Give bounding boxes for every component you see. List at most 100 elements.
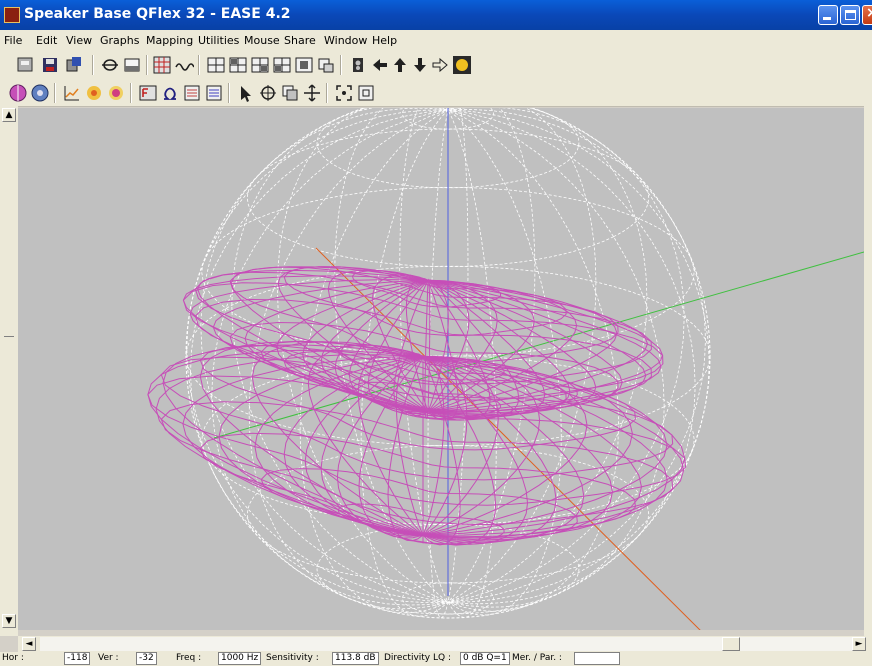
scroll-right-button[interactable]: ► (852, 637, 866, 651)
scroll-left-button[interactable]: ◄ (22, 637, 36, 651)
menu-share[interactable]: Share (284, 34, 316, 47)
close-icon: × (866, 5, 872, 21)
wireframe-line (427, 279, 491, 421)
wireframe-line (372, 274, 429, 413)
minimize-icon (823, 17, 831, 20)
horizontal-scrollbar[interactable]: ◄ ► (18, 636, 872, 652)
secondary-toolbar (0, 80, 872, 107)
wireframe-line (327, 269, 429, 413)
menu-help[interactable]: Help (372, 34, 398, 47)
menu-window[interactable]: Window (324, 34, 368, 47)
balloon-icon[interactable] (8, 83, 28, 103)
balloon-3d-viewport[interactable] (18, 108, 864, 630)
layers-icon[interactable] (280, 83, 300, 103)
wireframe-line (422, 356, 686, 536)
toolbar-separator (340, 55, 342, 75)
view-c-icon[interactable] (250, 55, 270, 75)
view-f-icon[interactable] (316, 55, 336, 75)
wireframe-line (427, 278, 431, 412)
view-d-icon[interactable] (272, 55, 292, 75)
menu-graphs[interactable]: Graphs (100, 34, 140, 47)
chart-icon[interactable] (62, 83, 82, 103)
crosshair-icon[interactable] (258, 83, 278, 103)
wireframe-line (387, 356, 424, 542)
scrollbar-track[interactable] (40, 637, 860, 651)
zoom-fit-icon[interactable] (334, 83, 354, 103)
sun-icon[interactable] (452, 55, 472, 75)
wireframe-line (248, 108, 648, 610)
minimize-button[interactable] (818, 5, 838, 25)
sphere-outline (185, 108, 711, 619)
wireframe-line (160, 401, 674, 526)
wireframe-line (277, 266, 429, 413)
balloon-3d-plot[interactable] (18, 108, 864, 630)
target2-icon[interactable] (106, 83, 126, 103)
speaker-icon[interactable] (348, 55, 368, 75)
wireframe-line (422, 356, 685, 536)
pointer-icon[interactable] (236, 83, 256, 103)
export-icon[interactable] (64, 55, 84, 75)
wireframe-line (405, 277, 429, 412)
maximize-button[interactable] (840, 5, 860, 25)
menu-mapping[interactable]: Mapping (146, 34, 194, 47)
doc-icon[interactable] (182, 83, 202, 103)
hor-label: Hor : (2, 653, 24, 663)
wireframe-line (189, 279, 429, 413)
arrow-left-icon[interactable] (370, 55, 390, 75)
window-title: Speaker Base QFlex 32 - EASE 4.2 (24, 6, 291, 22)
view-b-icon[interactable] (228, 55, 248, 75)
target-icon[interactable] (84, 83, 104, 103)
scrollbar-thumb[interactable] (721, 637, 740, 651)
arrow-down-icon[interactable] (410, 55, 430, 75)
rotate-icon[interactable] (100, 55, 120, 75)
wireframe-line (427, 279, 498, 413)
freq-icon[interactable] (138, 83, 158, 103)
menu-mouse[interactable]: Mouse (244, 34, 280, 47)
wireframe-line (182, 275, 429, 413)
scroll-up-button[interactable]: ▲ (2, 108, 16, 122)
menu-view[interactable]: View (66, 34, 93, 47)
view-e-icon[interactable] (294, 55, 314, 75)
wireframe-line (244, 279, 429, 413)
wireframe-line (190, 108, 706, 604)
menu-utilities[interactable]: Utilities (198, 34, 240, 47)
wireframe-line (427, 280, 459, 421)
menu-bar: File Edit View Graphs Mapping Utilities … (0, 30, 872, 50)
move-icon[interactable] (302, 83, 322, 103)
left-ruler: ▲ ▼ (0, 106, 18, 636)
arrow-up-icon[interactable] (390, 55, 410, 75)
view-a-icon[interactable] (206, 55, 226, 75)
print-icon[interactable] (122, 55, 142, 75)
wireframe-line (399, 108, 497, 618)
sensitivity-label: Sensitivity : (266, 653, 319, 663)
close-button[interactable]: × (862, 5, 872, 25)
wireframe-line (422, 356, 633, 536)
toolbar-separator (54, 83, 56, 103)
scroll-down-button[interactable]: ▼ (2, 614, 16, 628)
wireframe-line (427, 279, 571, 417)
toolbar-separator (92, 55, 94, 75)
toolbar-separator (146, 55, 148, 75)
sphere-icon[interactable] (30, 83, 50, 103)
load-icon[interactable] (16, 55, 36, 75)
freq-label: Freq : (176, 653, 202, 663)
reference-sphere (185, 108, 711, 619)
wave-icon[interactable] (174, 55, 194, 75)
wireframe-line (348, 279, 429, 413)
title-bar: Speaker Base QFlex 32 - EASE 4.2 × (0, 0, 872, 30)
grid-icon[interactable] (152, 55, 172, 75)
zoom-box-icon[interactable] (356, 83, 376, 103)
wireframe-line (334, 108, 562, 616)
toolbar-separator (198, 55, 200, 75)
menu-file[interactable]: File (4, 34, 23, 47)
menu-edit[interactable]: Edit (36, 34, 58, 47)
wireframe-line (427, 279, 649, 413)
doc2-icon[interactable] (204, 83, 224, 103)
arrow-right-icon[interactable] (430, 55, 450, 75)
status-bar: Hor : -118 Ver : -32 Freq : 1000 Hz Sens… (0, 652, 872, 666)
wireframe-line (200, 108, 696, 605)
directivity-label: Directivity LQ : (384, 653, 451, 663)
omega-icon[interactable] (160, 83, 180, 103)
wireframe-line (422, 356, 461, 546)
save-icon[interactable] (40, 55, 60, 75)
